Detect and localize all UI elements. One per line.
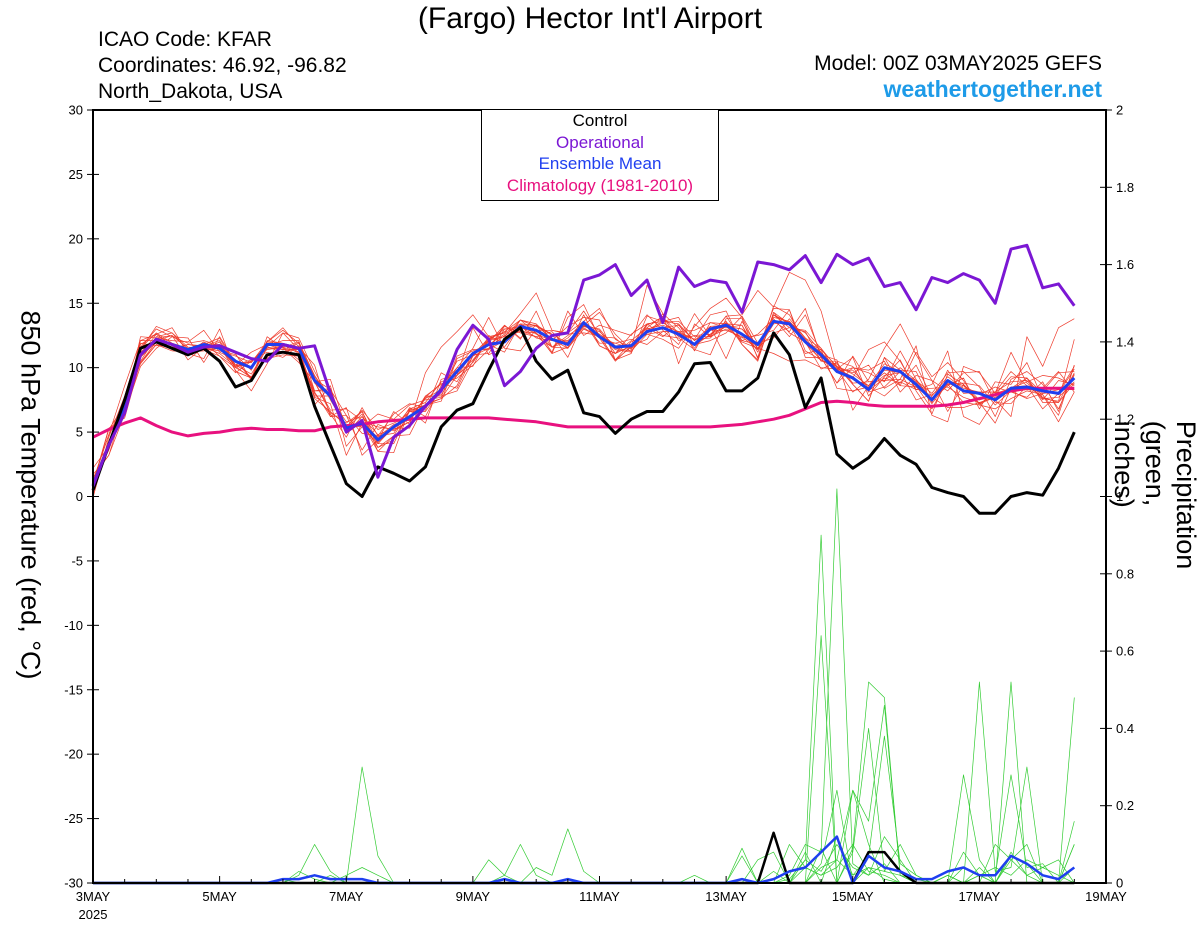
- y-right-tick-label: 0.4: [1116, 721, 1134, 736]
- precip-member-9: [93, 836, 1075, 884]
- x-tick-label: 11MAY: [579, 889, 620, 904]
- chart-title: (Fargo) Hector Int'l Airport: [417, 2, 763, 35]
- plot-frame: [92, 109, 1107, 884]
- y-left-tick-label: 0: [76, 489, 83, 504]
- x-tick-label: 15MAY: [832, 889, 874, 904]
- icao-code: ICAO Code: KFAR: [98, 28, 272, 51]
- precip-member-3: [93, 635, 1075, 884]
- y-left-tick-label: 20: [69, 231, 83, 246]
- y-left-tick-label: -5: [71, 553, 83, 568]
- y-right-tick-label: 1.8: [1116, 180, 1134, 195]
- temp-member-14: [92, 317, 1075, 483]
- y-right-tick-label: 0.2: [1116, 798, 1134, 813]
- site-link[interactable]: weathertogether.net: [883, 76, 1102, 102]
- operational-line: [91, 243, 1076, 487]
- temp-member-12: [92, 320, 1075, 482]
- y-left-tick-label: 30: [69, 103, 83, 118]
- main-lines: [91, 243, 1076, 885]
- precip-member-8: [93, 735, 1075, 884]
- legend-climatology: Climatology (1981-2010): [506, 175, 694, 195]
- y-right-tick-label: 1.4: [1116, 334, 1134, 349]
- y-left-tick-label: 15: [69, 296, 83, 311]
- precip-member-10: [93, 844, 1075, 884]
- legend-operational: Operational: [556, 132, 644, 152]
- control-line: [91, 326, 1076, 515]
- y-left-tick-label: -30: [64, 876, 83, 891]
- temp-member-3: [92, 310, 1075, 485]
- precip-ensemble-mean-line: [93, 835, 1076, 885]
- model-run: Model: 00Z 03MAY2025 GEFS: [814, 52, 1102, 75]
- y-right-tick-label: 0.8: [1116, 566, 1134, 581]
- precip-members: [93, 488, 1075, 884]
- x-tick-label: 3MAY: [76, 889, 111, 904]
- temp-member-17: [92, 317, 1075, 489]
- y-left-tick-label: 5: [76, 425, 83, 440]
- x-tick-label: 7MAY: [329, 889, 364, 904]
- legend-control: Control: [572, 111, 628, 130]
- x-tick-label: 19MAY: [1085, 889, 1127, 904]
- x-tick-label: 17MAY: [959, 889, 1001, 904]
- x-tick-sublabel: 2025: [79, 907, 108, 922]
- precip-member-5: [93, 789, 1075, 884]
- y-right-tick-label: 2: [1116, 103, 1123, 118]
- y-left-tick-label: -10: [64, 618, 83, 633]
- x-tick-label: 9MAY: [456, 889, 491, 904]
- precip-member-1: [93, 488, 1075, 884]
- precip-member-2: [93, 681, 1075, 884]
- y-left-tick-label: -15: [64, 682, 83, 697]
- temp-member-4: [92, 317, 1075, 486]
- legend: Control Operational Ensemble Mean Climat…: [481, 109, 719, 201]
- y-right-tick-label: 0: [1116, 876, 1123, 891]
- x-tick-label: 5MAY: [202, 889, 237, 904]
- precip-control-line: [93, 831, 1075, 885]
- legend-ensemble-mean: Ensemble Mean: [538, 154, 662, 173]
- y-axis-label-left: 850 hPa Temperature (red, °C): [15, 310, 46, 680]
- precip-member-4: [93, 534, 1075, 884]
- ensemble-mean-line: [91, 319, 1076, 486]
- temp-member-9: [92, 310, 1075, 497]
- y-right-tick-label: 0.6: [1116, 644, 1134, 659]
- coordinates: Coordinates: 46.92, -96.82: [98, 54, 347, 77]
- x-tick-label: 13MAY: [705, 889, 747, 904]
- axes: 302520151050-5-10-15-20-25-3021.81.61.41…: [64, 103, 1134, 923]
- precip-member-6: [93, 774, 1075, 884]
- y-left-tick-label: 25: [69, 167, 83, 182]
- region: North_Dakota, USA: [98, 80, 283, 103]
- y-left-tick-label: -25: [64, 811, 83, 826]
- y-left-tick-label: 10: [69, 360, 83, 375]
- y-axis-label-right: 6-hour Precipitation (green, inches): [1109, 420, 1200, 570]
- y-right-tick-label: 1.6: [1116, 257, 1134, 272]
- y-left-tick-label: -20: [64, 747, 83, 762]
- y-right-tick-label: 1.2: [1116, 412, 1134, 427]
- climatology-line: [92, 386, 1075, 439]
- precip-member-7: [93, 681, 1075, 884]
- y-right-tick-label: 1: [1116, 489, 1123, 504]
